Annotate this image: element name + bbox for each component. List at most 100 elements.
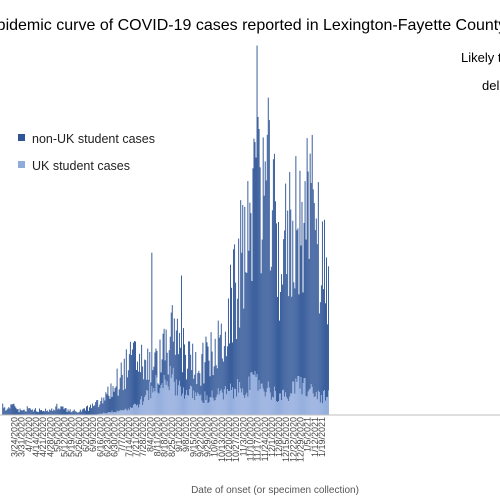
bar-uk (264, 396, 266, 415)
bar-uk (288, 401, 290, 415)
bar-non-uk (158, 384, 160, 394)
bar-non-uk (170, 312, 172, 379)
bar-uk (275, 401, 277, 415)
bar-non-uk (44, 411, 46, 415)
bar-uk (320, 395, 322, 415)
bar-non-uk (231, 287, 232, 391)
bar-uk (231, 390, 232, 415)
bar-non-uk (155, 348, 157, 376)
bar-uk (127, 408, 129, 415)
bar-uk (202, 402, 204, 415)
bar-uk (136, 405, 137, 415)
bar-non-uk (125, 349, 127, 410)
bar-uk (179, 386, 181, 415)
bar-non-uk (327, 324, 328, 398)
bar-non-uk (71, 411, 73, 415)
bar-uk (327, 397, 328, 415)
bar-non-uk (78, 411, 80, 415)
bar-uk (167, 386, 169, 415)
bar-non-uk (80, 411, 82, 415)
bar-uk (121, 410, 123, 415)
x-tick-label: 10/27/2020 (231, 417, 241, 462)
bar-non-uk (86, 406, 87, 415)
bar-uk (294, 393, 296, 415)
bar-non-uk (261, 239, 263, 384)
bar-non-uk (29, 408, 31, 415)
bar-non-uk (242, 205, 244, 389)
bar-non-uk (209, 376, 211, 398)
bar-uk (215, 397, 217, 415)
bar-uk (172, 367, 174, 415)
bar-non-uk (266, 134, 268, 388)
bar-non-uk (107, 386, 109, 413)
annotation-line-1: Likely to (461, 50, 500, 65)
x-tick-label: 3/31/2020 (17, 417, 27, 457)
bar-non-uk (102, 403, 104, 414)
bar-non-uk (157, 383, 159, 393)
bar-non-uk (292, 220, 294, 382)
bar-uk (139, 404, 141, 415)
bar-uk (303, 378, 305, 415)
bar-uk (306, 396, 308, 415)
bar-non-uk (127, 370, 129, 409)
bar-non-uk (35, 411, 37, 415)
x-tick-labels: 3/24/20203/31/20204/7/20204/14/20204/21/… (10, 417, 328, 462)
bar-non-uk (141, 344, 143, 397)
bar-uk (237, 379, 239, 415)
bar-non-uk (206, 342, 208, 396)
bar-uk (204, 391, 206, 415)
bar-uk (256, 374, 258, 415)
bar-non-uk (82, 408, 84, 415)
bar-non-uk (68, 411, 70, 415)
bar-uk (163, 375, 165, 415)
bar-non-uk (65, 408, 67, 415)
bar-non-uk (77, 412, 79, 415)
bar-uk (268, 387, 270, 415)
bar-non-uk (240, 200, 242, 389)
bar-non-uk (189, 341, 191, 390)
bar-uk (175, 379, 177, 415)
x-tick-label: 7/21/2020 (131, 417, 141, 457)
bar-uk (125, 409, 127, 415)
bar-non-uk (277, 296, 278, 402)
bar-non-uk (254, 142, 256, 372)
x-tick-label: 10/13/2020 (217, 417, 227, 462)
bar-uk (279, 393, 280, 415)
bar-uk (100, 413, 102, 415)
bar-uk (217, 388, 219, 415)
bar-uk (122, 410, 124, 415)
bar-non-uk (250, 213, 252, 373)
bar-uk (277, 401, 278, 415)
bar-uk (292, 381, 294, 415)
bar-non-uk (176, 318, 178, 396)
bar-uk (137, 404, 139, 415)
bar-uk (187, 395, 189, 415)
bar-uk (310, 384, 312, 415)
bar-uk (194, 400, 196, 415)
bar-non-uk (212, 375, 214, 398)
bar-non-uk (230, 264, 231, 384)
bar-non-uk (79, 409, 81, 415)
x-tick-label: 6/2/2020 (81, 417, 91, 452)
bar-non-uk (187, 368, 189, 396)
bar-non-uk (84, 410, 86, 415)
bar-uk (315, 391, 317, 415)
bar-uk (131, 407, 133, 415)
bar-uk (272, 397, 274, 415)
bar-uk (141, 396, 143, 415)
bar-uk (259, 389, 261, 415)
bar-uk (116, 410, 118, 415)
bar-non-uk (326, 257, 327, 397)
bar-non-uk (201, 354, 203, 401)
bar-non-uk (244, 206, 246, 398)
bar-uk (205, 400, 207, 415)
bar-non-uk (139, 353, 141, 405)
bar-non-uk (40, 410, 41, 415)
bar-uk (271, 396, 273, 415)
bar-uk (260, 383, 262, 415)
bar-non-uk (273, 153, 275, 387)
bar-non-uk (67, 409, 69, 415)
bar-non-uk (297, 228, 299, 377)
bar-uk (208, 402, 210, 415)
